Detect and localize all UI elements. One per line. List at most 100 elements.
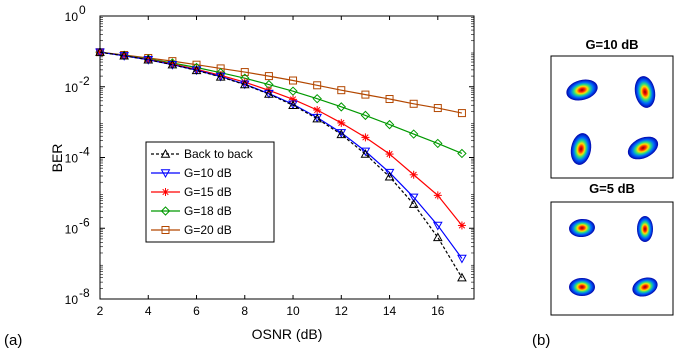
data-point bbox=[457, 109, 466, 118]
data-point bbox=[433, 138, 443, 149]
data-point bbox=[289, 76, 298, 85]
data-point bbox=[143, 54, 154, 64]
legend-marker bbox=[161, 188, 170, 196]
data-point bbox=[239, 79, 250, 89]
series-line bbox=[99, 51, 463, 279]
data-point bbox=[312, 93, 322, 104]
data-point bbox=[432, 221, 443, 231]
panel-label-b: (b) bbox=[532, 332, 550, 349]
data-point bbox=[360, 149, 371, 158]
y-tick-exponent: -2 bbox=[79, 74, 90, 88]
data-point bbox=[312, 113, 323, 123]
data-point bbox=[384, 119, 395, 130]
data-point bbox=[191, 65, 202, 75]
data-point bbox=[361, 90, 370, 99]
data-point bbox=[384, 168, 395, 178]
constellation-g10-frame bbox=[550, 55, 674, 179]
y-tick-exponent: -4 bbox=[79, 145, 90, 159]
data-point bbox=[433, 104, 442, 113]
x-tick-label: 8 bbox=[241, 304, 248, 318]
data-point bbox=[433, 191, 442, 200]
x-tick-label: 16 bbox=[431, 304, 445, 318]
data-point bbox=[409, 170, 418, 179]
constellation-point bbox=[632, 277, 658, 297]
data-point bbox=[361, 133, 370, 142]
x-tick-label: 4 bbox=[145, 304, 152, 318]
y-tick-label: 10 bbox=[65, 81, 79, 95]
data-point bbox=[337, 118, 346, 127]
constellation-point bbox=[566, 79, 598, 101]
x-tick-label: 6 bbox=[193, 304, 200, 318]
legend-label: Back to back bbox=[184, 147, 254, 161]
data-point bbox=[288, 86, 298, 96]
series-group bbox=[95, 47, 467, 282]
data-point bbox=[385, 95, 394, 104]
data-point bbox=[240, 68, 249, 77]
y-tick-label: 10 bbox=[65, 10, 79, 24]
data-point bbox=[384, 171, 395, 181]
constellation-g10: G=10 dB bbox=[550, 37, 674, 179]
legend-marker bbox=[161, 226, 170, 234]
y-tick-exponent: 0 bbox=[79, 3, 86, 17]
y-axis-label: BER bbox=[49, 144, 65, 173]
data-point bbox=[457, 254, 467, 264]
legend-marker bbox=[160, 169, 171, 179]
data-point bbox=[336, 129, 347, 139]
data-point bbox=[457, 221, 466, 230]
legend-label: G=10 dB bbox=[184, 166, 232, 180]
constellation-point bbox=[569, 218, 595, 238]
data-point bbox=[264, 89, 274, 98]
constellation-g5-title: G=5 dB bbox=[589, 181, 635, 196]
legend-label: G=18 dB bbox=[184, 204, 232, 218]
y-tick-exponent: -8 bbox=[79, 286, 90, 300]
data-point bbox=[313, 106, 322, 115]
constellation-point bbox=[634, 76, 656, 108]
y-tick-label: 10 bbox=[65, 152, 79, 166]
panel-label-a: (a) bbox=[4, 332, 22, 349]
x-tick-label: 14 bbox=[383, 304, 397, 318]
constellation-g10-title: G=10 dB bbox=[585, 37, 638, 52]
legend-marker bbox=[160, 206, 171, 216]
y-tick-label: 10 bbox=[65, 222, 79, 236]
legend-marker bbox=[160, 148, 171, 158]
legend-label: G=15 dB bbox=[184, 185, 232, 199]
data-point bbox=[409, 99, 418, 108]
series-line bbox=[99, 51, 463, 155]
x-axis-ticks: 2 4 6 8 10 12 14 16 bbox=[97, 16, 445, 318]
constellation-g5-frame bbox=[550, 201, 674, 316]
constellation-point bbox=[569, 278, 595, 296]
data-point bbox=[432, 232, 443, 242]
data-point bbox=[408, 129, 419, 139]
x-tick-label: 2 bbox=[97, 304, 104, 318]
data-point bbox=[95, 47, 105, 56]
data-point bbox=[336, 102, 346, 112]
x-tick-label: 10 bbox=[286, 304, 300, 318]
data-point bbox=[457, 272, 467, 282]
data-point bbox=[119, 50, 129, 60]
constellation-g5: G=5 dB bbox=[550, 181, 674, 316]
legend: Back to back G=10 dB G=15 dB G=18 dB G=20 dB bbox=[145, 141, 275, 243]
data-point bbox=[385, 150, 394, 159]
constellation-point bbox=[627, 136, 659, 160]
data-point bbox=[457, 148, 467, 159]
data-point bbox=[313, 81, 322, 90]
data-point bbox=[408, 193, 419, 203]
series-back-to-back bbox=[95, 47, 467, 282]
constellation-point bbox=[637, 216, 653, 242]
legend-label: G=20 dB bbox=[184, 223, 232, 237]
series-line bbox=[99, 51, 463, 114]
data-point bbox=[360, 110, 371, 121]
data-point bbox=[408, 199, 419, 208]
data-point bbox=[215, 71, 226, 81]
x-tick-label: 12 bbox=[335, 304, 349, 318]
constellation-point bbox=[570, 133, 592, 165]
data-point bbox=[264, 72, 273, 81]
y-tick-exponent: -6 bbox=[79, 215, 90, 229]
data-point bbox=[167, 59, 178, 69]
y-tick-label: 10 bbox=[65, 293, 79, 307]
data-point bbox=[288, 100, 298, 109]
x-axis-label: OSNR (dB) bbox=[252, 326, 323, 342]
